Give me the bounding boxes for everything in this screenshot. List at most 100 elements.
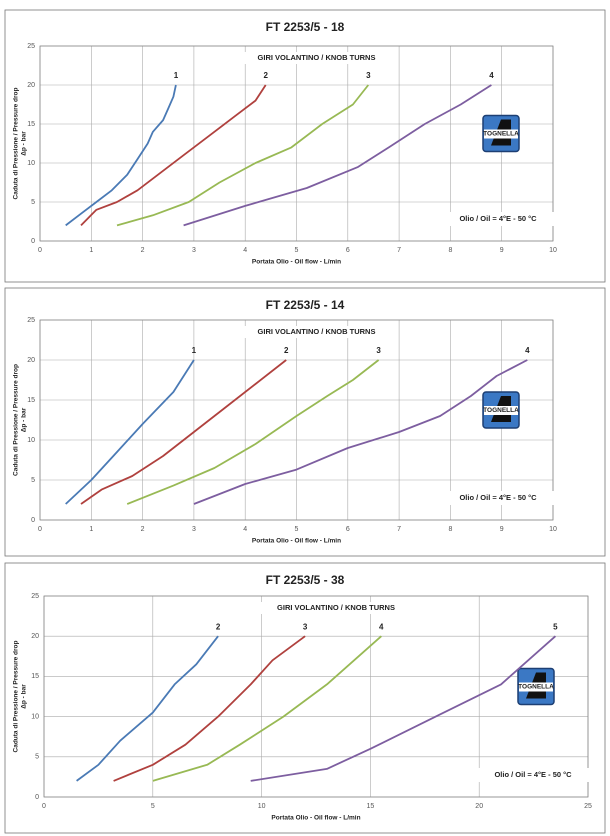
- annotation: GIRI VOLANTINO / KNOB TURNS: [277, 603, 395, 612]
- x-tick-label: 6: [346, 526, 350, 533]
- data-line: [250, 635, 556, 782]
- x-tick-label: 2: [141, 526, 145, 533]
- y-tick-label: 0: [31, 517, 35, 524]
- x-tick-label: 0: [38, 247, 42, 254]
- y-axis-label: Caduta di Pressione / Pressure drop: [13, 640, 20, 752]
- x-tick-label: 4: [243, 247, 247, 254]
- annotation-box: [241, 326, 392, 338]
- x-tick-label: 5: [295, 526, 299, 533]
- y-axis-label: Δp - bar: [21, 407, 28, 432]
- chart-title: FT 2253/5 - 38: [266, 573, 345, 587]
- annotation: GIRI VOLANTINO / KNOB TURNS: [258, 327, 376, 336]
- series-label: 4: [489, 71, 494, 80]
- x-axis-label: Portata Olio - Oil flow - L/min: [252, 538, 341, 545]
- x-tick-label: 25: [584, 803, 592, 810]
- chart-title: FT 2253/5 - 14: [266, 298, 345, 312]
- y-tick-label: 20: [27, 82, 35, 89]
- y-tick-label: 10: [27, 437, 35, 444]
- plot-frame: [39, 45, 554, 242]
- x-tick-label: 7: [397, 526, 401, 533]
- y-tick-label: 5: [31, 199, 35, 206]
- data-line: [76, 635, 219, 782]
- x-tick-label: 10: [549, 526, 557, 533]
- series-label: 4: [525, 346, 530, 355]
- chart: FT 2253/5 - 14 0 1 2 3 4 5 6 7 8 9 10 0 5 10 15 20 25 Port…: [4, 287, 606, 557]
- y-axis-label: Δp - bar: [21, 684, 28, 709]
- y-tick-label: 25: [31, 593, 39, 600]
- series-label: 4: [379, 622, 384, 631]
- series-label: 5: [553, 622, 558, 631]
- series-label: 3: [303, 622, 308, 631]
- note: Olio / Oil = 4°E - 50 °C: [459, 214, 537, 223]
- note-box: [438, 491, 558, 505]
- y-tick-label: 25: [27, 317, 35, 324]
- annotation: GIRI VOLANTINO / KNOB TURNS: [258, 53, 376, 62]
- data-line: [80, 359, 287, 505]
- y-tick-label: 0: [31, 238, 35, 245]
- data-line: [152, 635, 382, 782]
- x-tick-label: 1: [89, 526, 93, 533]
- y-tick-label: 5: [31, 477, 35, 484]
- series-label: 1: [192, 346, 197, 355]
- x-tick-label: 15: [367, 803, 375, 810]
- logo-band: [484, 129, 518, 139]
- x-tick-label: 10: [549, 247, 557, 254]
- y-tick-label: 25: [27, 43, 35, 50]
- chart: FT 2253/5 - 380 5 10 15 20 250510152025Portat…: [4, 562, 606, 834]
- series-label: 3: [376, 346, 381, 355]
- y-tick-label: 5: [35, 754, 39, 761]
- data-line: [193, 359, 528, 505]
- logo-band: [484, 406, 518, 415]
- x-tick-label: 5: [151, 803, 155, 810]
- x-tick-label: 2: [141, 247, 145, 254]
- series-label: 2: [216, 622, 221, 631]
- y-tick-label: 15: [31, 673, 39, 680]
- series-label: 2: [263, 71, 268, 80]
- x-tick-label: 3: [192, 526, 196, 533]
- data-line: [65, 84, 177, 227]
- x-tick-label: 4: [243, 526, 247, 533]
- data-line: [65, 359, 195, 505]
- x-tick-label: 10: [258, 803, 266, 810]
- x-tick-label: 9: [500, 247, 504, 254]
- logo-text: TOGNELLA: [483, 407, 519, 414]
- note: Olio / Oil = 4°E - 50 °C: [494, 770, 572, 779]
- series-label: 1: [174, 71, 179, 80]
- y-tick-label: 0: [35, 794, 39, 801]
- data-line: [116, 84, 370, 227]
- logo-text: TOGNELLA: [518, 684, 554, 691]
- x-tick-label: 6: [346, 247, 350, 254]
- data-line: [183, 84, 492, 227]
- chart-title: FT 2253/5 - 18: [266, 20, 345, 34]
- note-box: [438, 212, 558, 226]
- y-axis-label: Caduta di Pressione / Pressure drop: [13, 87, 20, 199]
- annotation-box: [241, 52, 392, 64]
- x-tick-label: 20: [475, 803, 483, 810]
- x-axis-label: Portata Olio - Oil flow - L/min: [271, 815, 360, 822]
- x-axis-label: Portata Olio - Oil flow - L/min: [252, 259, 341, 266]
- data-line: [80, 84, 267, 227]
- plot-frame: [39, 319, 554, 521]
- logo-text: TOGNELLA: [483, 131, 519, 138]
- y-tick-label: 10: [31, 713, 39, 720]
- x-tick-label: 9: [500, 526, 504, 533]
- logo-band: [519, 682, 553, 692]
- y-tick-label: 15: [27, 121, 35, 128]
- plot-frame: [43, 595, 589, 798]
- annotation-box: [261, 602, 411, 614]
- y-tick-label: 20: [31, 633, 39, 640]
- x-tick-label: 3: [192, 247, 196, 254]
- x-tick-label: 1: [89, 247, 93, 254]
- x-tick-label: 8: [448, 526, 452, 533]
- series-label: 2: [284, 346, 289, 355]
- y-axis-label: Δp - bar: [21, 131, 28, 156]
- chart: FT 2253/5 - 18 0 1 2 3 4 5 6 7 8 9 10 0 5 10 15 20 25 Port…: [4, 9, 606, 283]
- data-line: [126, 359, 380, 505]
- note-box: [473, 768, 593, 782]
- x-tick-label: 0: [38, 526, 42, 533]
- x-tick-label: 0: [42, 803, 46, 810]
- y-tick-label: 20: [27, 357, 35, 364]
- data-line: [113, 635, 306, 782]
